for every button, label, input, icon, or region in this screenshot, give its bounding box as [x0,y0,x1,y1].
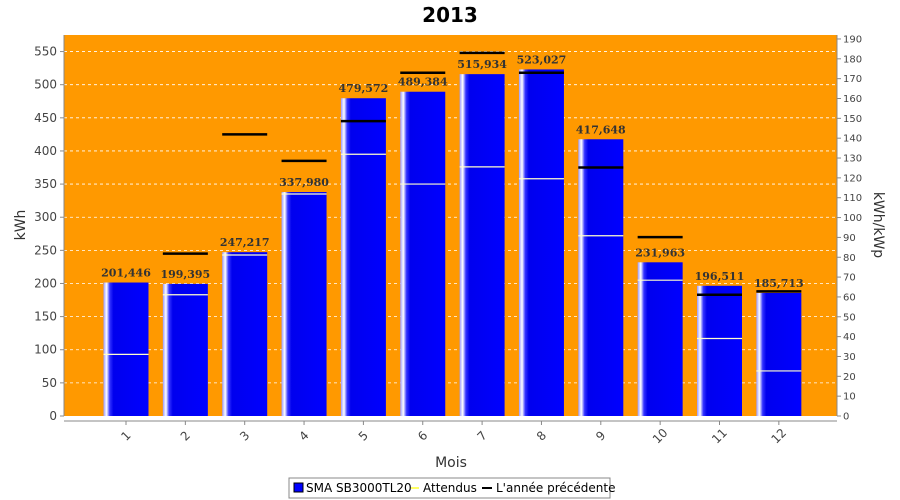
data-label: 185,713 [754,277,804,290]
legend-label-annee-precedente: L'année précédente [496,481,615,495]
y2-tick-label: 10 [843,392,856,403]
x-tick-label: 5 [356,428,371,443]
bar [222,252,268,416]
y2-tick-label: 90 [843,233,856,244]
bar [756,292,802,416]
x-tick-label: 8 [534,428,549,443]
y2-tick-label: 80 [843,253,856,264]
y2-tick-label: 150 [843,114,862,125]
data-label: 337,980 [279,176,329,189]
y2-tick-label: 0 [843,412,849,423]
y-tick-label: 0 [49,409,57,423]
legend: SMA SB3000TL20 Attendus L'année précéden… [288,477,615,499]
x-tick-label: 7 [474,428,489,443]
y-tick-label: 300 [34,210,57,224]
y-axis-label: kWh [13,210,29,241]
x-tick-label: 6 [415,428,430,443]
y2-tick-label: 160 [843,94,862,105]
bar [103,282,149,416]
y2-tick-label: 70 [843,273,856,284]
y-tick-label: 450 [34,111,57,125]
axes: 0501001502002503003504004505005500102030… [34,34,862,446]
data-label: 489,384 [398,76,448,89]
bar [162,283,208,416]
y2-tick-label: 140 [843,134,862,145]
data-label: 247,217 [220,236,270,249]
y-tick-label: 550 [34,45,57,59]
data-label: 199,395 [160,268,210,281]
value-labels: 201,446 199,395 247,217 337,980 479,572 489,3… [101,53,804,290]
y2-tick-label: 180 [843,54,862,65]
bar [281,192,327,416]
y2-tick-label: 100 [843,213,862,224]
y-tick-label: 100 [34,343,57,357]
y-tick-label: 400 [34,144,57,158]
x-tick-label: 12 [768,426,789,447]
bar [518,69,564,417]
bar [637,262,683,416]
y2-tick-label: 30 [843,352,856,363]
bars [103,69,802,417]
y2-tick-label: 20 [843,372,856,383]
x-axis-label: Mois [435,455,467,471]
bar [400,91,446,416]
data-label: 515,934 [457,58,507,71]
chart-title: 2013 [422,3,478,27]
y2-tick-label: 110 [843,193,862,204]
y-tick-label: 200 [34,276,57,290]
y2-tick-label: 130 [843,154,862,165]
data-label: 523,027 [517,53,567,66]
legend-box [288,477,611,499]
x-tick-label: 3 [237,428,252,443]
legend-swatch-sma [293,482,304,493]
y2-tick-label: 190 [843,34,862,45]
legend-label-sma: SMA SB3000TL20 [306,481,412,495]
y2-tick-label: 60 [843,292,856,303]
bar [459,74,505,417]
y2-tick-label: 170 [843,74,862,85]
bar [697,285,742,416]
y2-tick-label: 120 [843,173,862,184]
x-tick-label: 9 [593,428,608,443]
data-label: 196,511 [695,270,745,283]
x-tick-label: 4 [296,428,311,443]
markers [103,51,802,372]
y2-tick-label: 40 [843,332,856,343]
data-label: 201,446 [101,267,151,280]
legend-label-attendus: Attendus [423,481,477,495]
bar [340,98,386,417]
y-tick-label: 350 [34,177,57,191]
data-label: 479,572 [339,82,389,95]
bar [578,139,624,416]
y-tick-label: 250 [34,243,57,257]
y2-tick-label: 50 [843,312,856,323]
x-tick-label: 10 [650,426,671,447]
data-label: 231,963 [635,246,685,259]
x-tick-label: 1 [118,428,133,443]
y-tick-label: 50 [42,376,57,390]
x-tick-label: 2 [178,428,193,443]
y2-axis-label: kWh/kWp [870,192,886,258]
data-label: 417,648 [576,123,626,136]
y-tick-label: 150 [34,310,57,324]
y-tick-label: 500 [34,78,57,92]
x-tick-label: 11 [709,426,730,447]
